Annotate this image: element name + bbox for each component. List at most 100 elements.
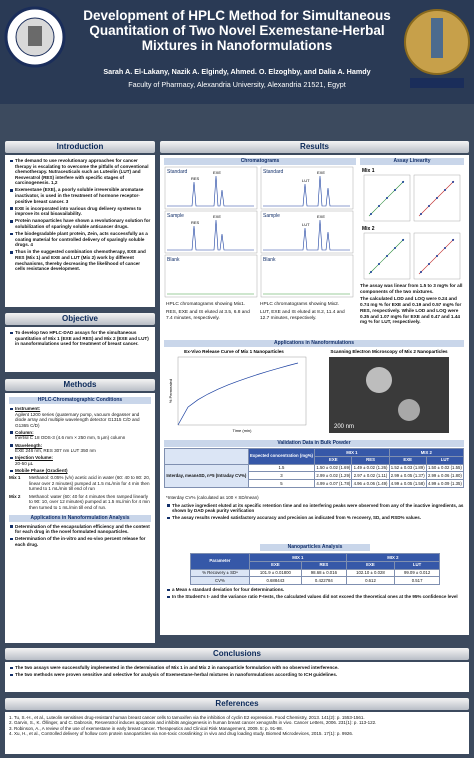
- cell: 4.99 ± 0.05 (1.58): [388, 479, 427, 488]
- cell: 99.09 ± 0.012: [394, 568, 440, 578]
- trace: [263, 175, 350, 207]
- peak-label: RES: [191, 220, 200, 225]
- mobile-row: Mix 1 Methanol: 0.05% (v/v) acetic acid i…: [9, 475, 151, 492]
- cell: 0.517: [394, 576, 440, 586]
- section-heading: Results: [160, 141, 469, 153]
- mobile-text: Methanol: 0.05% (v/v) acetic acid in wat…: [29, 475, 151, 492]
- row-label: % Recovery ± SDᵃ: [190, 568, 250, 578]
- reference: 3. Robinson, A., A review of the use of …: [9, 725, 283, 731]
- point: [436, 197, 438, 199]
- column-cell: EXE: [345, 560, 396, 570]
- cell: 1.50 ± 0.02 (1.69): [314, 463, 353, 473]
- data-row: CV% 0.688443 0.422784 0.612 0.517: [190, 576, 440, 586]
- condition: Injection Volume: 20-50 µL: [9, 455, 151, 466]
- header-cell: Expected concentration (mg%): [247, 448, 316, 465]
- logo-left: [4, 6, 66, 68]
- header-row: Expected concentration (mg%) MIX 1 MIX 2: [164, 448, 465, 465]
- cell: 1.49 ± 0.02 (1.26): [351, 463, 390, 473]
- sem-image: [329, 357, 449, 433]
- plot-frame: [177, 356, 307, 426]
- trace: [263, 219, 350, 251]
- peak-label: EXE: [317, 170, 325, 175]
- cell: 98.68 ± 0.016: [300, 568, 347, 578]
- row-label-header: [164, 448, 249, 465]
- section-heading: Methods: [5, 379, 155, 391]
- mobile-phase: Mix 1 Methanol: 0.05% (v/v) acetic acid i…: [9, 475, 151, 511]
- figure-title: Scanning Electron Microscopy of Mix 2 Na…: [330, 349, 448, 354]
- header-cell: Parameter: [190, 553, 250, 570]
- results-box: Chromatograms Standard RES EXE Sample RES EXE…: [160, 155, 469, 635]
- applications-list: Determination of the encapsulation effic…: [9, 524, 151, 548]
- trace-label: Standard: [263, 169, 284, 175]
- bullet: The demand to use revolutionary approach…: [9, 158, 151, 186]
- np-table: Parameter MIX 1 MIX 2 EXE RES EXE LUT% Recover…: [190, 553, 441, 586]
- particle: [366, 367, 392, 393]
- group-cell: MIX 1: [314, 448, 390, 457]
- cell: 4.99 ± 0.07 (1.78): [314, 479, 353, 488]
- section-heading: Objective: [5, 313, 155, 325]
- column-cell: EXE: [314, 455, 353, 465]
- cell: 4.99 ± 0.09 (1.35): [425, 479, 465, 488]
- cell: 1.5: [247, 463, 316, 473]
- subheading: Nanoparticles Analysis: [260, 544, 370, 551]
- point: [452, 239, 454, 241]
- condition: Instrument: Agilent 1200 series (quaterna…: [9, 406, 151, 428]
- linearity-plots: Mix 1 Mix 2: [362, 168, 461, 280]
- cell: 1.50 ± 0.02 (1.55): [425, 463, 465, 473]
- affiliation: Faculty of Pharmacy, Alexandria Universi…: [128, 80, 346, 89]
- mobile-label: Mix 1: [9, 475, 21, 481]
- section-heading: References: [5, 698, 469, 710]
- peak-label: EXE: [213, 214, 221, 219]
- group-cell: MIX 1: [248, 553, 347, 562]
- reference: 4. Xu, H., et al., Controlled delivery o…: [9, 731, 354, 737]
- y-axis-label: % Permeated: [168, 379, 173, 403]
- column-cell: LUT: [394, 560, 440, 570]
- linearity-text: The assay was linear from 1.5 to 3 mg% f…: [360, 283, 464, 325]
- point: [378, 205, 380, 207]
- trace-frame: [260, 210, 354, 254]
- cell: 2.99 ± 0.06 (1.80): [425, 471, 465, 481]
- np-notes: a Mean ± standard deviation for four det…: [166, 587, 464, 601]
- peak-label: EXE: [317, 214, 325, 219]
- point: [428, 205, 430, 207]
- data-row: 5 4.99 ± 0.07 (1.78) 4.96 ± 0.06 (1.49) 4.9…: [165, 479, 465, 488]
- x-axis-label: Time (min): [233, 428, 253, 433]
- subheading: Chromatograms: [164, 158, 356, 165]
- bullet: Determination of the in-vitro and ex-viv…: [9, 536, 151, 547]
- point: [402, 239, 404, 241]
- column-cell: LUT: [425, 455, 465, 465]
- footnote: *Interday CV% (calculated as 100 × SD/me…: [166, 495, 259, 500]
- objective-box: To develop two HPLC-DAD assays for the s…: [5, 327, 155, 372]
- condition-label: Instrument:: [15, 406, 41, 411]
- peak-label: RES: [191, 176, 200, 181]
- np-table-wrap: Parameter MIX 1 MIX 2 EXE RES EXE LUT% Recover…: [190, 553, 441, 586]
- trace-frame: [260, 254, 354, 298]
- logo-right: [404, 9, 470, 88]
- scale-bar: 200 nm: [334, 424, 354, 430]
- point: [386, 255, 388, 257]
- subheading: Applications in Nanoformulation Analysis: [9, 514, 151, 522]
- cell: 2.99 ± 0.02 (1.29): [314, 471, 353, 481]
- mix-label: Mix 1: [362, 168, 375, 174]
- cell: 1.52 ± 0.03 (1.89): [388, 463, 427, 473]
- condition-label: Wavelength:: [15, 442, 43, 448]
- trace-frame: [164, 254, 258, 298]
- cell: 2.97 ± 0.02 (1.11): [351, 471, 390, 481]
- point: [444, 189, 446, 191]
- bullet: The biodegradable plant protein, Zein, a…: [9, 231, 151, 248]
- cell: 4.96 ± 0.06 (1.49): [351, 479, 390, 488]
- header-row: Parameter MIX 1 MIX 2: [190, 553, 441, 570]
- methods-box: HPLC-Chromatographic Conditions Instrume…: [5, 393, 155, 643]
- point: [402, 181, 404, 183]
- conclusions-box: The two assays were successfully impleme…: [5, 662, 469, 692]
- bullet: The active ingredient eluted at its spec…: [166, 503, 464, 514]
- peak-label: EXE: [213, 170, 221, 175]
- condition: Column: Inertsil C 18 ODS-3 (4.6 mm × 250…: [9, 430, 151, 441]
- point: [378, 263, 380, 265]
- point: [444, 247, 446, 249]
- bullet: The two methods were proven sensitive an…: [9, 672, 465, 678]
- trace-label: Blank: [167, 257, 180, 263]
- release-curve: [177, 362, 299, 426]
- point: [394, 189, 396, 191]
- trace-label: Standard: [167, 169, 188, 175]
